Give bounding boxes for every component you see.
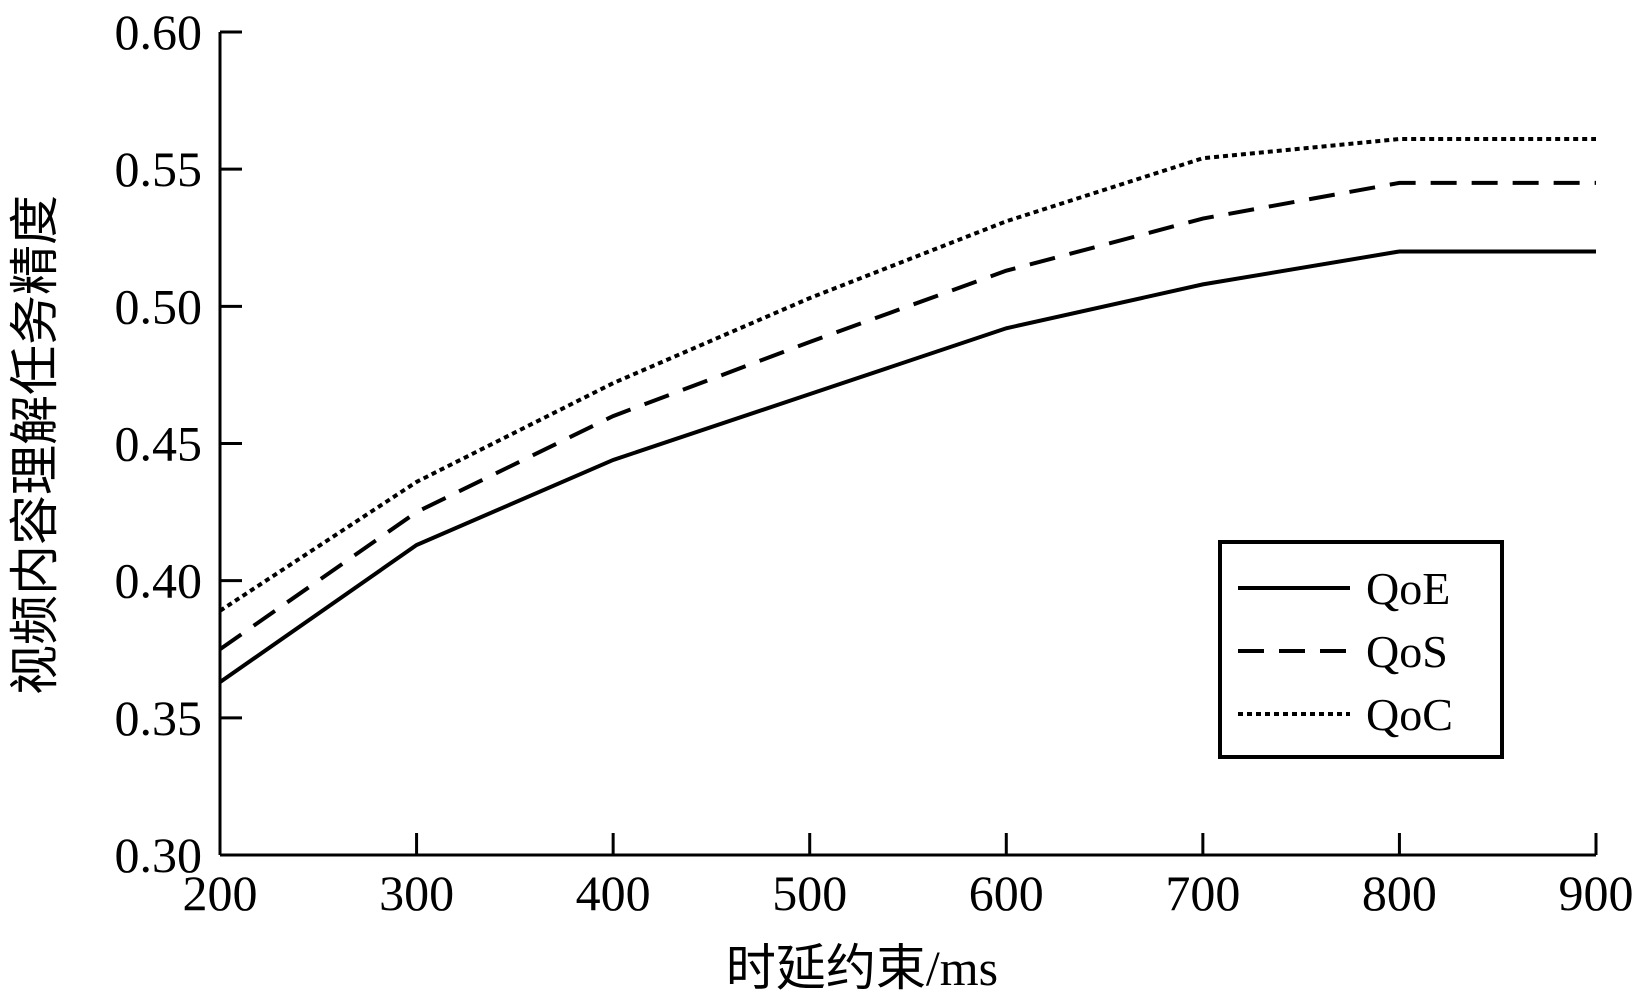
y-tick-label: 0.50 [115, 278, 203, 334]
x-tick-label: 500 [772, 865, 847, 921]
x-tick-label: 900 [1559, 865, 1634, 921]
y-tick-label: 0.30 [115, 827, 203, 883]
y-axis-title: 视频内容理解任务精度 [7, 195, 63, 695]
y-tick-label: 0.35 [115, 690, 203, 746]
tick-marks [218, 30, 1598, 857]
y-tick-label: 0.45 [115, 416, 203, 472]
series-lines [218, 136, 1596, 684]
series-line-qos [218, 180, 1596, 651]
x-tick-label: 700 [1165, 865, 1240, 921]
legend-label-qoc: QoC [1366, 689, 1453, 740]
x-tick-label: 300 [379, 865, 454, 921]
legend-label-qoe: QoE [1366, 563, 1450, 614]
legend: QoE QoS QoC [1218, 540, 1504, 759]
tick-labels: 0.30 0.35 0.40 0.45 0.50 0.55 0.60 200 300 400 500… [115, 4, 1634, 921]
legend-box [1218, 540, 1504, 759]
series-line-qoc [218, 136, 1596, 613]
y-tick-label: 0.60 [115, 4, 203, 60]
x-axis-title: 时延约束/ms [726, 940, 998, 996]
x-tick-label: 200 [183, 865, 258, 921]
x-tick-label: 600 [969, 865, 1044, 921]
series-line-qoe [218, 249, 1596, 684]
y-tick-label: 0.40 [115, 553, 203, 609]
y-tick-label: 0.55 [115, 141, 203, 197]
x-tick-label: 400 [576, 865, 651, 921]
legend-label-qos: QoS [1366, 626, 1448, 677]
x-tick-label: 800 [1362, 865, 1437, 921]
